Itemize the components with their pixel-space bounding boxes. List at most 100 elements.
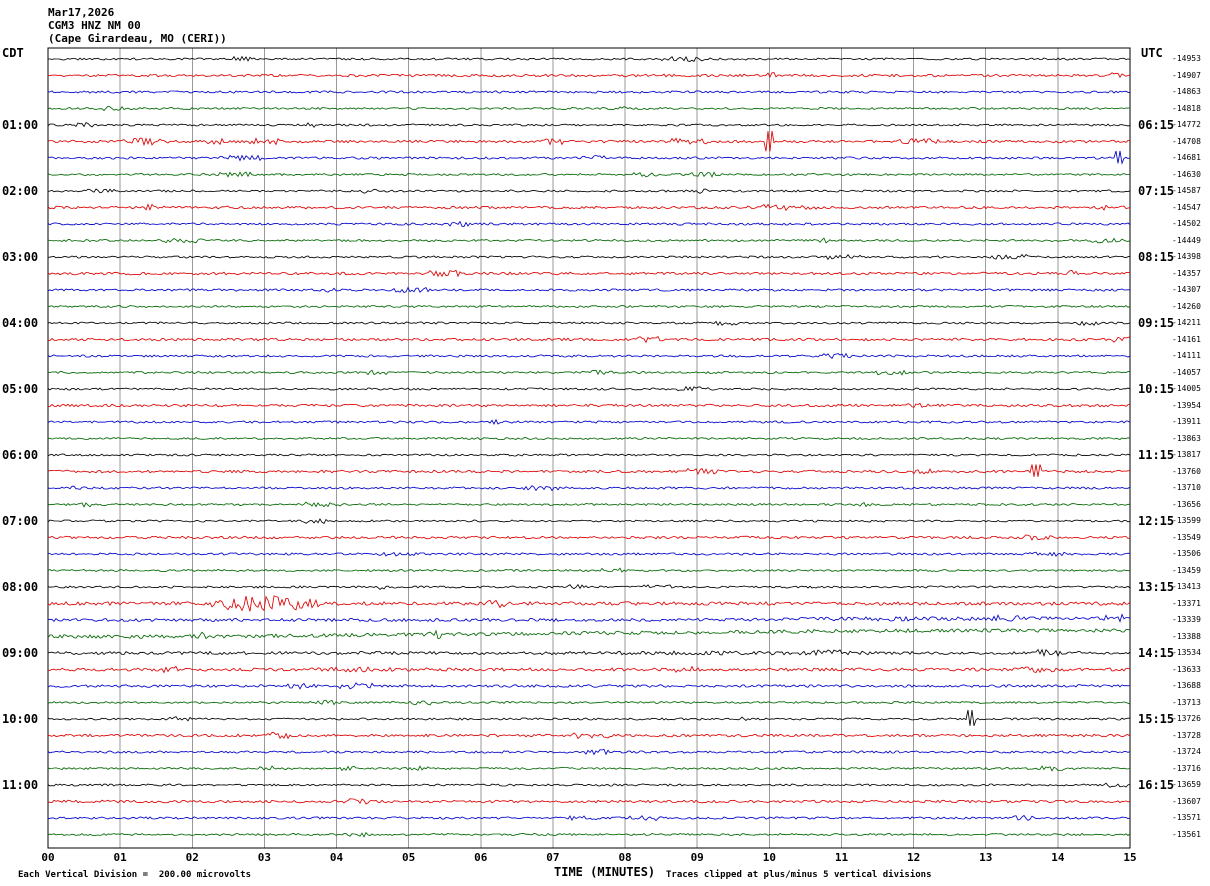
x-axis-tick: 11 <box>834 851 849 864</box>
trace-offset-value: -13339 <box>1172 615 1201 624</box>
x-axis-tick: 12 <box>906 851 921 864</box>
x-axis-tick: 04 <box>329 851 344 864</box>
trace-row-12 <box>47 253 1131 261</box>
x-axis-tick: 07 <box>546 851 560 864</box>
trace-offset-value: -14260 <box>1172 301 1201 311</box>
trace-row-21 <box>47 402 1131 408</box>
trace-row-29 <box>47 534 1131 541</box>
trace-offset-value: -13710 <box>1172 483 1201 492</box>
trace-offset-value: -14818 <box>1172 103 1201 113</box>
trace-offset-value: -14772 <box>1172 120 1201 129</box>
trace-row-46 <box>47 814 1131 822</box>
plot-border <box>47 47 1131 849</box>
trace-offset-value: -13716 <box>1172 763 1201 773</box>
trace-offset-value: -13688 <box>1172 681 1201 690</box>
cdt-time-label: 06:00 <box>2 448 39 462</box>
trace-offset-value: -13561 <box>1172 829 1201 839</box>
trace-row-0 <box>47 55 1131 63</box>
trace-offset-value: -14502 <box>1172 219 1201 228</box>
trace-row-10 <box>47 220 1131 227</box>
cdt-time-label: 08:00 <box>2 580 39 594</box>
trace-row-33 <box>47 595 1131 612</box>
trace-row-35 <box>47 627 1131 640</box>
trace-offset-value: -14111 <box>1172 351 1201 360</box>
trace-row-3 <box>47 105 1131 112</box>
trace-row-44 <box>47 782 1131 788</box>
utc-time-label: 07:15 <box>1138 184 1175 198</box>
trace-offset-value: -14907 <box>1172 70 1201 80</box>
trace-offset-value: -13459 <box>1172 565 1201 575</box>
title-date: Mar17,2026 <box>48 6 115 19</box>
trace-offset-value: -14630 <box>1172 169 1201 179</box>
x-axis-tick: 06 <box>474 851 488 864</box>
cdt-time-label: 11:00 <box>2 778 39 792</box>
trace-row-25 <box>47 464 1131 477</box>
trace-offset-value: -14681 <box>1172 153 1201 162</box>
trace-offset-value: -14057 <box>1172 367 1201 377</box>
trace-row-37 <box>48 665 1131 674</box>
trace-row-13 <box>47 269 1131 278</box>
cdt-time-label: 07:00 <box>2 514 39 528</box>
minute-gridlines <box>47 48 1131 848</box>
trace-offset-value: -14005 <box>1172 384 1201 393</box>
trace-row-22 <box>47 418 1131 425</box>
trace-row-28 <box>47 518 1131 524</box>
utc-time-label: 10:15 <box>1138 382 1175 396</box>
cdt-time-label: 04:00 <box>2 316 39 330</box>
trace-offset-value: -14161 <box>1172 334 1201 344</box>
cdt-time-label: 09:00 <box>2 646 39 660</box>
trace-offset-value: -13911 <box>1172 417 1201 426</box>
title-station: CGM3 HNZ NM 00 <box>48 19 141 32</box>
cdt-time-label: 05:00 <box>2 382 39 396</box>
trace-row-32 <box>47 583 1131 590</box>
trace-offset-value: -13388 <box>1172 631 1201 641</box>
x-axis-tick: 03 <box>257 851 272 864</box>
trace-row-20 <box>47 385 1131 392</box>
trace-row-5 <box>47 130 1131 152</box>
trace-offset-value: -14357 <box>1172 268 1201 278</box>
x-axis-tick: 01 <box>113 851 127 864</box>
trace-row-1 <box>48 72 1131 78</box>
trace-row-4 <box>47 122 1131 128</box>
x-axis-tick: 13 <box>979 851 993 864</box>
trace-row-41 <box>47 731 1131 740</box>
trace-offset-value: -14863 <box>1172 87 1201 96</box>
x-axis-tick: 08 <box>618 851 632 864</box>
trace-offset-value: -13534 <box>1172 648 1201 657</box>
trace-row-42 <box>47 748 1131 756</box>
trace-row-31 <box>47 567 1131 573</box>
trace-offset-value: -14587 <box>1172 186 1201 195</box>
trace-offset-value: -13863 <box>1172 433 1201 443</box>
trace-row-47 <box>47 831 1131 838</box>
trace-offset-value: -13728 <box>1172 730 1201 740</box>
trace-row-24 <box>47 453 1131 457</box>
trace-offset-value: -14547 <box>1172 202 1201 212</box>
trace-offset-value: -13817 <box>1172 450 1201 459</box>
trace-row-8 <box>47 188 1131 194</box>
utc-time-label: 08:15 <box>1138 250 1175 264</box>
utc-time-label: 16:15 <box>1138 778 1175 792</box>
trace-row-9 <box>47 203 1131 212</box>
x-axis-tick: 05 <box>402 851 416 864</box>
trace-offset-value: -14708 <box>1172 136 1201 146</box>
trace-row-18 <box>47 352 1131 360</box>
title-location: (Cape Girardeau, MO (CERI)) <box>48 32 227 45</box>
trace-offset-value: -13549 <box>1172 532 1201 542</box>
trace-offset-value: -13659 <box>1172 780 1201 789</box>
cdt-time-label: 10:00 <box>2 712 39 726</box>
utc-time-label: 14:15 <box>1138 646 1175 660</box>
x-axis-tick: 14 <box>1051 851 1065 864</box>
left-timezone-label: CDT <box>2 46 24 60</box>
trace-offset-value: -13633 <box>1172 664 1201 674</box>
utc-time-label: 13:15 <box>1138 580 1175 594</box>
trace-row-14 <box>47 286 1130 294</box>
cdt-time-label: 01:00 <box>2 118 39 132</box>
trace-offset-value: -13760 <box>1172 466 1201 476</box>
trace-row-7 <box>47 171 1131 178</box>
trace-offset-value: -13726 <box>1172 714 1201 723</box>
trace-row-38 <box>47 682 1131 690</box>
trace-row-23 <box>47 436 1131 441</box>
trace-offset-value: -14398 <box>1172 252 1201 261</box>
trace-row-15 <box>47 304 1131 309</box>
